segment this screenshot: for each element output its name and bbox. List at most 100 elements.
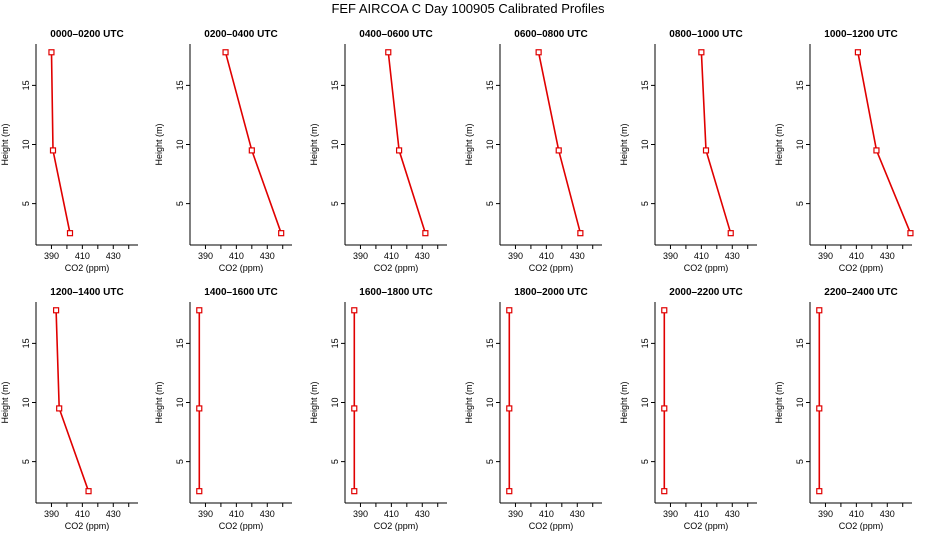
panel-6-y-tick-label: 5 xyxy=(795,201,805,206)
panel-4-data-point xyxy=(535,49,542,56)
panel-4-y-tick-label: 15 xyxy=(485,80,495,90)
panel-11-y-tick-label: 5 xyxy=(640,459,650,464)
panel-1-x-tick-label: 410 xyxy=(75,251,90,261)
panel-7-y-axis-title: Height (m) xyxy=(0,381,10,423)
panel-11: 2000–2200 UTC 390 410 430 5 10 15 CO2 (ppm) Heig… xyxy=(619,287,757,531)
panel-11-data-point xyxy=(661,405,668,412)
panel-12-x-tick-label: 390 xyxy=(818,509,833,519)
panel-3-series-line xyxy=(387,52,427,234)
panel-1-data-point xyxy=(49,147,57,154)
panel-10-y-axis-title: Height (m) xyxy=(464,381,474,423)
panel-6-y-tick-label: 10 xyxy=(795,139,805,149)
panel-2-y-tick-label: 5 xyxy=(175,201,185,206)
panel-6-series-line xyxy=(857,52,912,234)
panel-4-x-tick-label: 410 xyxy=(539,251,554,261)
panel-10-data-point xyxy=(506,488,513,495)
panel-3-data-point xyxy=(422,230,429,237)
panel-9-x-tick-label: 430 xyxy=(415,509,430,519)
panel-5-title: 0800–1000 UTC xyxy=(669,29,742,40)
panel-6-title: 1000–1200 UTC xyxy=(824,29,897,40)
panel-6-x-tick-label: 390 xyxy=(818,251,833,261)
panel-6-data-point xyxy=(907,230,914,237)
panel-2-title: 0200–0400 UTC xyxy=(204,29,277,40)
panel-9-y-tick-label: 15 xyxy=(330,338,340,348)
panel-6-x-tick-label: 410 xyxy=(849,251,864,261)
panel-1-y-tick-label: 10 xyxy=(21,139,31,149)
panel-11-y-tick-label: 15 xyxy=(640,338,650,348)
panel-1-y-tick-label: 15 xyxy=(21,80,31,90)
panel-2-y-tick-label: 10 xyxy=(175,139,185,149)
panel-8-data-point xyxy=(196,307,203,314)
panel-7-x-tick-label: 410 xyxy=(75,509,90,519)
panel-8-y-tick-label: 15 xyxy=(175,338,185,348)
panel-9-data-point xyxy=(351,488,358,495)
panel-3-y-tick-label: 15 xyxy=(330,80,340,90)
panel-4-x-axis-title: CO2 (ppm) xyxy=(529,263,574,273)
panel-3-title: 0400–0600 UTC xyxy=(359,29,432,40)
panel-5-x-tick-label: 410 xyxy=(694,251,709,261)
panel-5-x-tick-label: 430 xyxy=(725,251,740,261)
panel-7-data-point xyxy=(56,405,63,412)
panel-10-x-tick-label: 430 xyxy=(570,509,585,519)
panel-10-y-tick-label: 15 xyxy=(485,338,495,348)
panel-11-x-tick-label: 430 xyxy=(725,509,740,519)
panel-2-y-axis-title: Height (m) xyxy=(154,123,164,165)
panel-1-x-tick-label: 430 xyxy=(106,251,121,261)
panel-9-y-tick-label: 10 xyxy=(330,397,340,407)
panel-2-data-point xyxy=(278,230,285,237)
panel-9-x-tick-label: 390 xyxy=(353,509,368,519)
panel-7-data-point xyxy=(52,307,60,314)
panel-1-y-axis-title: Height (m) xyxy=(0,123,10,165)
panel-5-data-point xyxy=(727,230,734,237)
panel-7-x-axis-title: CO2 (ppm) xyxy=(65,521,110,531)
panel-9-data-point xyxy=(351,405,358,412)
panel-7-data-point xyxy=(85,488,92,495)
panel-12-data-point xyxy=(816,488,823,495)
panel-2: 0200–0400 UTC 390 410 430 5 10 15 CO2 (ppm) Heig… xyxy=(154,29,292,273)
panel-10-data-point xyxy=(506,405,513,412)
panel-8-y-axis-title: Height (m) xyxy=(154,381,164,423)
panel-4: 0600–0800 UTC 390 410 430 5 10 15 CO2 (ppm) Heig… xyxy=(464,29,602,273)
panel-8: 1400–1600 UTC 390 410 430 5 10 15 CO2 (ppm) Heig… xyxy=(154,287,292,531)
panel-4-y-tick-label: 10 xyxy=(485,139,495,149)
panel-4-x-tick-label: 430 xyxy=(570,251,585,261)
panel-1-series-line xyxy=(50,52,71,234)
panel-7-y-tick-label: 10 xyxy=(21,397,31,407)
panel-3-y-axis-title: Height (m) xyxy=(309,123,319,165)
panel-4-data-point xyxy=(555,147,562,154)
panel-5-y-tick-label: 5 xyxy=(640,201,650,206)
panel-4-y-tick-label: 5 xyxy=(485,201,495,206)
panel-12-y-tick-label: 10 xyxy=(795,397,805,407)
panel-8-data-point xyxy=(196,405,203,412)
panel-2-data-point xyxy=(248,147,255,154)
panel-7-series-line xyxy=(55,310,90,492)
panel-3-x-tick-label: 430 xyxy=(415,251,430,261)
panel-10: 1800–2000 UTC 390 410 430 5 10 15 CO2 (ppm) Heig… xyxy=(464,287,602,531)
panel-8-x-tick-label: 430 xyxy=(260,509,275,519)
panel-6-y-axis-title: Height (m) xyxy=(774,123,784,165)
panel-8-y-tick-label: 10 xyxy=(175,397,185,407)
panel-12-x-axis-title: CO2 (ppm) xyxy=(839,521,884,531)
panel-9-data-point xyxy=(351,307,358,314)
panel-9-x-axis-title: CO2 (ppm) xyxy=(374,521,419,531)
panel-12-y-axis-title: Height (m) xyxy=(774,381,784,423)
panel-10-y-tick-label: 10 xyxy=(485,397,495,407)
panel-6-x-tick-label: 430 xyxy=(880,251,895,261)
panel-2-x-tick-label: 410 xyxy=(229,251,244,261)
panel-1-data-point xyxy=(66,230,74,237)
panel-3-x-tick-label: 410 xyxy=(384,251,399,261)
panel-12-title: 2200–2400 UTC xyxy=(824,287,897,298)
panel-1-data-point xyxy=(48,49,55,56)
panel-5: 0800–1000 UTC 390 410 430 5 10 15 CO2 (ppm) Heig… xyxy=(619,29,757,273)
panel-1-y-tick-label: 5 xyxy=(21,201,31,206)
panel-10-x-tick-label: 390 xyxy=(508,509,523,519)
panel-11-x-tick-label: 390 xyxy=(663,509,678,519)
panel-6-y-tick-label: 15 xyxy=(795,80,805,90)
panel-7-x-tick-label: 390 xyxy=(44,509,59,519)
panel-10-data-point xyxy=(506,307,513,314)
panel-7-y-tick-label: 15 xyxy=(21,338,31,348)
panel-12-data-point xyxy=(816,405,823,412)
panel-4-data-point xyxy=(577,230,584,237)
panel-11-y-axis-title: Height (m) xyxy=(619,381,629,423)
panel-7: 1200–1400 UTC 390 410 430 5 10 15 CO2 (ppm) Heig… xyxy=(0,287,138,531)
